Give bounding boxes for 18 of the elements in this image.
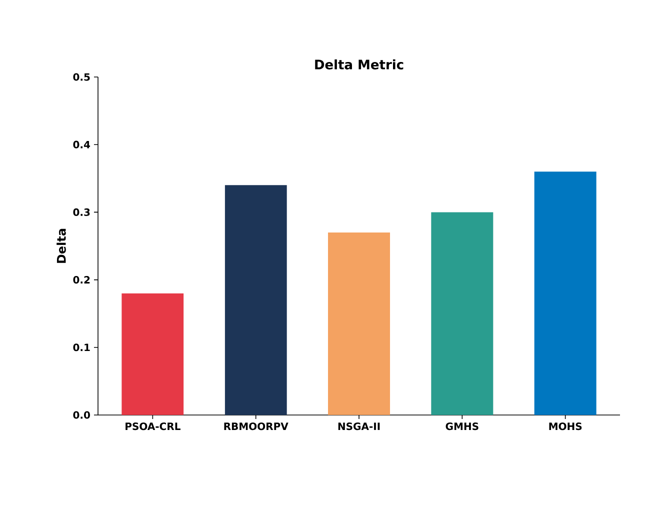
y-tick-label: 0.3 [73,208,90,216]
bar [224,185,287,415]
bar [534,172,596,415]
y-axis-title: Delta [56,228,66,263]
y-tick-label: 0.0 [73,411,90,419]
bar [431,212,494,415]
y-tick-label: 0.5 [73,73,90,81]
bar [122,293,184,415]
x-tick-label: RBMOORPV [224,422,288,430]
x-tick-label: GMHS [446,422,478,430]
y-tick-label: 0.1 [73,344,90,352]
x-tick-label: PSOA-CRL [126,422,180,430]
y-tick-label: 0.4 [73,140,90,148]
bar [328,232,390,415]
y-tick-label: 0.2 [73,276,90,284]
x-tick-label: MOHS [549,422,582,430]
x-tick-label: NSGA-II [338,422,380,430]
chart-title: Delta Metric [315,59,404,70]
